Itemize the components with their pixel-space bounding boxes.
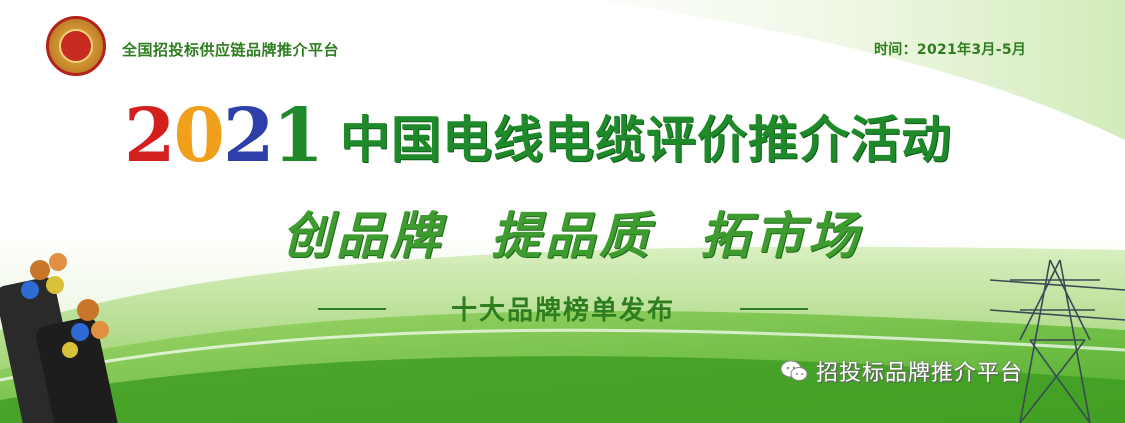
divider-right	[739, 307, 808, 310]
organization-name: 全国招投标供应链品牌推介平台	[122, 41, 340, 59]
event-title: 2 0 2 1 中国电线电缆评价推介活动	[124, 96, 952, 176]
power-cable-icon	[0, 253, 120, 423]
slogan-item: 创品牌	[282, 206, 444, 265]
slogan-item: 拓市场	[700, 206, 862, 265]
event-date: 时间：2021年3月-5月	[874, 42, 1027, 58]
transmission-tower-icon	[990, 259, 1125, 423]
divider-left	[318, 307, 386, 310]
year-digit: 2	[223, 93, 274, 179]
emblem-center	[59, 29, 93, 63]
wechat-icon	[780, 360, 808, 381]
watermark-text: 招投标品牌推介平台	[816, 361, 1024, 386]
year-digit: 2	[124, 93, 175, 179]
watermark: 招投标品牌推介平台	[780, 355, 1023, 387]
year-digit: 1	[272, 93, 324, 179]
slogan-item: 提品质	[491, 206, 653, 265]
slogan: 创品牌 提品质 拓市场	[282, 196, 862, 268]
year-digit: 0	[173, 93, 225, 179]
title-main: 中国电线电缆评价推介活动	[340, 111, 952, 169]
subtitle-row: 十大品牌榜单发布	[318, 290, 808, 327]
subtitle: 十大品牌榜单发布	[450, 296, 675, 326]
emblem-seal-icon	[46, 16, 106, 76]
